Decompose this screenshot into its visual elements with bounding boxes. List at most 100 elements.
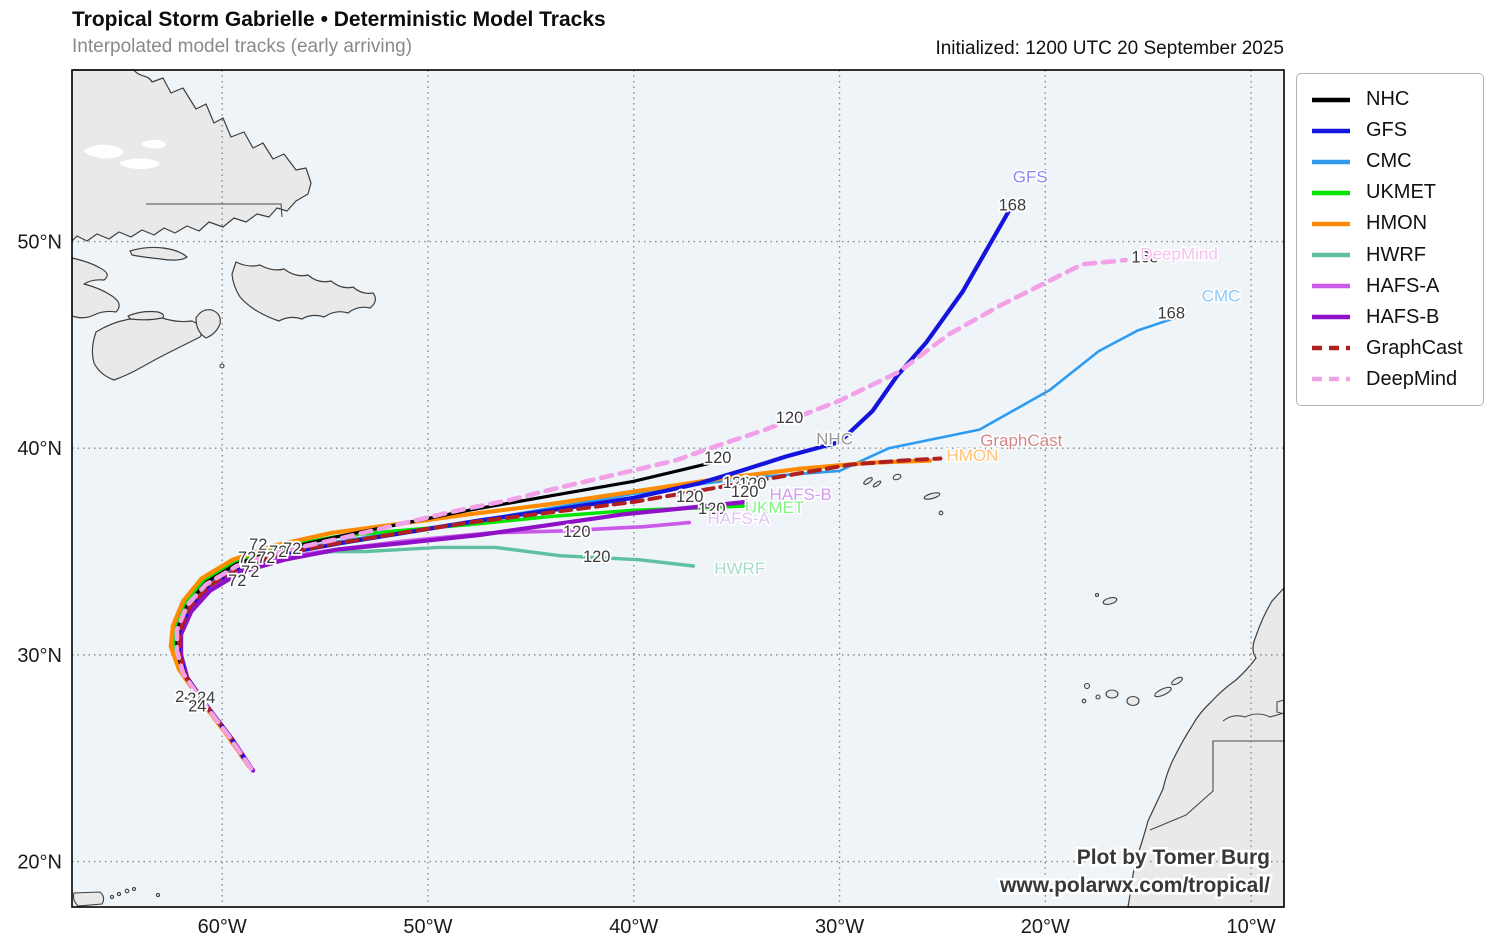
border-morocco-north: [1222, 712, 1285, 722]
model-label-hafs-a: HAFS-A: [708, 509, 771, 528]
legend-swatch-hafs-b: [1312, 315, 1350, 320]
island-cape-breton: [195, 309, 221, 339]
model-label-cmc: CMC: [1202, 286, 1241, 305]
plot-frame: [71, 69, 1285, 908]
land-quebec-labrador: [71, 69, 312, 242]
island-la-palma: [1083, 682, 1091, 690]
island-puerto-rico: [72, 891, 105, 907]
legend-item-ukmet: UKMET: [1311, 178, 1469, 207]
lake-blob-1: [84, 144, 123, 159]
axis-labels-layer: 60°W 50°W 40°W 30°W 20°W 10°W 20°N 30°N 40°N 50°N: [17, 232, 1275, 938]
island-tenerife: [1105, 689, 1119, 699]
hour-label: 72: [228, 572, 246, 590]
legend-label: HWRF: [1366, 243, 1426, 266]
x-tick-label: 60°W: [198, 916, 247, 938]
island-porto-santo: [1094, 592, 1100, 598]
lake-blob-3: [141, 139, 166, 149]
island-antilles-4: [131, 886, 137, 892]
border-algeria-notch: [1276, 699, 1285, 715]
island-lanzarote: [1171, 676, 1183, 686]
hour-label: 168: [999, 197, 1027, 215]
track-deepmind: [174, 257, 1128, 771]
legend-item-gfs: GFS: [1311, 116, 1469, 145]
legend-item-hafs-b: HAFS-B: [1311, 303, 1469, 332]
hour-label: 72: [257, 549, 275, 567]
legend-swatch-gfs: [1312, 128, 1350, 133]
hour-label: 72: [249, 536, 267, 554]
legend-item-graphcast: GraphCast: [1311, 334, 1469, 363]
island-la-gomera: [1095, 694, 1101, 700]
grid-layer: [72, 70, 1284, 907]
hour-label: 120: [583, 548, 611, 566]
x-tick-label: 40°W: [609, 916, 658, 938]
model-label-gfs: GFS: [1013, 168, 1048, 187]
x-tick-label: 10°W: [1227, 916, 1276, 938]
land-nova-scotia: [91, 317, 203, 381]
island-azores-pico: [872, 480, 882, 488]
legend-label: HAFS-B: [1366, 305, 1440, 328]
y-tick-label: 50°N: [17, 232, 62, 254]
border-quebec-labrador: [146, 203, 283, 218]
plot-subtitle: Interpolated model tracks (early arrivin…: [72, 36, 413, 57]
island-gran-canaria: [1126, 695, 1140, 707]
model-label-deepmind: DeepMind: [1140, 245, 1218, 264]
hour-label: 24: [187, 690, 205, 708]
legend-swatch-hwrf: [1312, 252, 1350, 258]
hour-label: 168: [1131, 248, 1159, 266]
border-western-sahara: [1149, 740, 1284, 831]
hour-label: 120: [731, 483, 759, 501]
initialization-time: Initialized: 1200 UTC 20 September 2025: [935, 38, 1284, 59]
legend-swatch-ukmet: [1312, 190, 1350, 196]
island-anticosti: [129, 246, 188, 261]
land-africa: [1127, 587, 1285, 908]
hour-label: 24: [197, 689, 215, 707]
island-antilles-5: [155, 892, 161, 898]
legend-label: UKMET: [1366, 181, 1436, 204]
island-antilles-3: [124, 888, 130, 894]
island-fuerteventura: [1154, 686, 1172, 698]
hour-label: 168: [1157, 304, 1185, 322]
hour-label: 120: [776, 409, 804, 427]
island-newfoundland: [231, 261, 376, 322]
hour-label: 72: [283, 540, 301, 558]
island-el-hierro: [1081, 698, 1087, 704]
hour-label: 120: [739, 475, 767, 493]
model-label-nhc: NHC: [816, 429, 853, 448]
legend-label: NHC: [1366, 88, 1410, 110]
hour-label: 72: [238, 549, 256, 567]
legend-item-cmc: CMC: [1311, 147, 1469, 176]
land-new-brunswick: [71, 257, 120, 319]
legend-label: CMC: [1366, 150, 1412, 173]
island-antilles-2: [116, 891, 122, 897]
legend-label: DeepMind: [1366, 367, 1458, 390]
y-tick-label: 40°N: [17, 438, 62, 460]
legend-swatch-nhc: [1312, 97, 1350, 102]
tracks-layer: [168, 206, 1177, 773]
legend: NHC GFS CMC UKMET HMON HWRF HAFS-A HAFS-B GraphC…: [1296, 73, 1484, 406]
legend-item-hafs-a: HAFS-A: [1311, 272, 1469, 301]
hour-label: 120: [698, 500, 726, 518]
hour-label: 24: [175, 688, 193, 706]
model-label-hwrf: HWRF: [714, 559, 765, 578]
hour-label: 120: [563, 523, 591, 541]
island-antilles-1: [109, 894, 115, 900]
island-azores-terceira: [892, 473, 902, 481]
model-label-graphcast: GraphCast: [980, 431, 1062, 450]
legend-swatch-hmon: [1312, 221, 1350, 227]
legend-label: GraphCast: [1366, 336, 1463, 359]
legend-item-hmon: HMON: [1311, 209, 1469, 238]
hour-label: 120: [723, 474, 751, 492]
legend-label: HAFS-A: [1366, 274, 1440, 297]
hour-label: 120: [704, 449, 732, 467]
watermark-credit: Plot by Tomer Burg: [1077, 846, 1270, 869]
island-azores-faial: [863, 477, 873, 485]
hour-label: 72: [269, 543, 287, 561]
plot-title: Tropical Storm Gabrielle • Deterministic…: [72, 8, 606, 31]
legend-swatch-deepmind: [1312, 377, 1350, 382]
legend-label: GFS: [1366, 119, 1408, 142]
island-madeira: [1102, 597, 1118, 605]
